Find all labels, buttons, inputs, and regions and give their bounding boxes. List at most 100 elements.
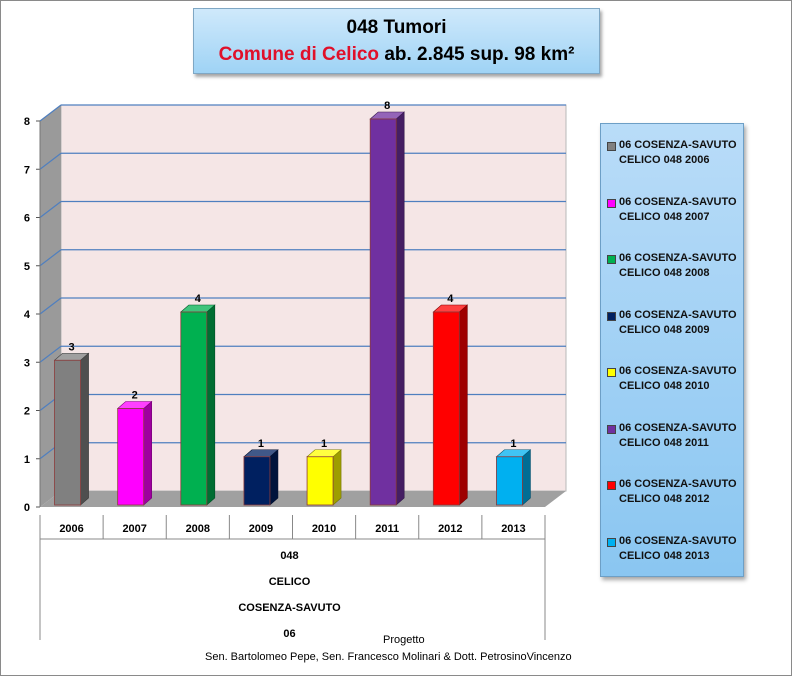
legend-item: 06 COSENZA-SAVUTO CELICO 048 2008 xyxy=(607,251,739,281)
comune-stats: ab. 2.845 sup. 98 km² xyxy=(379,44,575,65)
legend-swatch xyxy=(607,424,616,434)
group-label: 048 xyxy=(280,550,298,562)
x-tick-label: 2010 xyxy=(312,523,336,535)
bars: 3 2 4 1 1 8 4 1 xyxy=(53,100,532,506)
legend-label-line2: CELICO 048 2009 xyxy=(619,323,710,336)
legend-swatch xyxy=(607,481,616,490)
bar-data-label: 1 xyxy=(321,438,327,450)
x-tick-label: 2013 xyxy=(501,523,525,535)
legend-label-line1: 06 COSENZA-SAVUTO xyxy=(619,139,737,151)
gridlines xyxy=(39,104,566,460)
legend-label-line1: 06 COSENZA-SAVUTO xyxy=(619,365,737,377)
y-axis: 0 1 2 3 4 5 6 7 8 xyxy=(24,116,41,514)
bar-side xyxy=(459,304,468,506)
bar xyxy=(180,311,208,506)
legend-label: 06 COSENZA-SAVUTO CELICO 048 2011 xyxy=(619,421,739,451)
x-tick-label: 2009 xyxy=(249,523,273,535)
y-tick-label: 4 xyxy=(24,309,31,321)
bar-data-label: 3 xyxy=(69,341,75,353)
legend-label-line1: 06 COSENZA-SAVUTO xyxy=(619,534,737,547)
y-tick-label: 6 xyxy=(24,213,30,225)
legend-item: 06 COSENZA-SAVUTO CELICO 048 2006 xyxy=(607,138,739,168)
x-tick-label: 2011 xyxy=(375,523,399,535)
legend-label-line2: CELICO 048 2008 xyxy=(619,267,710,279)
bar-side xyxy=(522,449,531,506)
group-label: 06 xyxy=(283,628,295,640)
legend-label: 06 COSENZA-SAVUTO CELICO 048 2007 xyxy=(619,195,739,225)
y-tick-label: 7 xyxy=(24,164,30,176)
legend-label-line2: CELICO 048 2010 xyxy=(619,380,710,392)
legend-label: 06 COSENZA-SAVUTO CELICO 048 2010 xyxy=(619,364,739,394)
legend-label: 06 COSENZA-SAVUTO CELICO 048 2013 xyxy=(619,534,739,564)
bar xyxy=(306,456,334,506)
legend-label-line2: CELICO 048 2011 xyxy=(619,436,709,449)
legend-label-line2: CELICO 048 2007 xyxy=(619,210,710,223)
group-label: COSENZA-SAVUTO xyxy=(238,602,341,614)
legend-item: 06 COSENZA-SAVUTO CELICO 048 2010 xyxy=(607,364,739,394)
bar-data-label: 2 xyxy=(132,390,138,402)
legend-item: 06 COSENZA-SAVUTO CELICO 048 2012 xyxy=(607,477,739,507)
bar-side xyxy=(269,449,279,506)
bar-data-label: 8 xyxy=(384,100,390,112)
legend-item: 06 COSENZA-SAVUTO CELICO 048 2013 xyxy=(607,534,739,564)
legend: 06 COSENZA-SAVUTO CELICO 048 2006 06 COSEN… xyxy=(600,123,744,577)
group-label: CELICO xyxy=(269,576,311,588)
chart-subtitle: Comune di Celico ab. 2.845 sup. 98 km² xyxy=(194,44,599,66)
bar xyxy=(243,456,271,506)
chart-title-box: 048 Tumori Comune di Celico ab. 2.845 su… xyxy=(193,8,600,74)
legend-item: 06 COSENZA-SAVUTO CELICO 048 2009 xyxy=(607,308,739,338)
y-tick-label: 1 xyxy=(24,454,30,466)
legend-swatch xyxy=(607,198,616,208)
bar-side xyxy=(206,304,216,506)
bar-data-label: 1 xyxy=(510,438,516,450)
gridline-side xyxy=(39,345,62,363)
gridline-side xyxy=(39,152,62,170)
legend-label-line1: 06 COSENZA-SAVUTO xyxy=(619,252,737,264)
category-table: 2006 2007 2008 2009 2010 2011 2012 2013 048 CELIC… xyxy=(39,515,546,640)
gridline-side xyxy=(39,201,62,218)
gridline-side xyxy=(39,104,62,122)
legend-label-line2: CELICO 048 2012 xyxy=(619,493,710,505)
y-tick-label: 0 xyxy=(24,502,30,514)
bar-side xyxy=(332,449,342,506)
x-tick-label: 2007 xyxy=(122,523,146,535)
bar-side xyxy=(80,352,89,506)
x-tick-label: 2006 xyxy=(59,523,83,535)
y-tick-label: 2 xyxy=(24,406,30,418)
legend-label-line1: 06 COSENZA-SAVUTO xyxy=(619,195,737,208)
bar-side xyxy=(395,111,405,506)
bar-side xyxy=(143,400,152,506)
y-tick-label: 3 xyxy=(24,357,30,369)
gridline-side xyxy=(39,297,62,315)
x-tick-label: 2012 xyxy=(438,523,462,535)
legend-label: 06 COSENZA-SAVUTO CELICO 048 2008 xyxy=(619,251,739,281)
legend-label-line2: CELICO 048 2013 xyxy=(619,549,710,562)
legend-label-line1: 06 COSENZA-SAVUTO xyxy=(619,478,737,490)
x-tick-label: 2008 xyxy=(186,523,210,535)
legend-swatch xyxy=(607,255,616,264)
bar-data-label: 1 xyxy=(258,438,264,450)
bar xyxy=(496,456,523,506)
bar xyxy=(54,359,81,506)
gridline-side xyxy=(39,249,62,267)
legend-label-line1: 06 COSENZA-SAVUTO xyxy=(619,308,737,321)
legend-item: 06 COSENZA-SAVUTO CELICO 048 2007 xyxy=(607,195,739,225)
bar xyxy=(117,408,145,506)
y-tick-label: 8 xyxy=(24,116,30,128)
legend-swatch xyxy=(607,142,616,151)
legend-swatch xyxy=(607,311,616,321)
bar-data-label: 4 xyxy=(447,293,454,305)
bar xyxy=(432,311,460,506)
footer-authors: Sen. Bartolomeo Pepe, Sen. Francesco Mol… xyxy=(205,651,572,663)
y-tick-label: 5 xyxy=(24,261,30,273)
comune-name: Comune di Celico xyxy=(218,44,380,65)
footer-project: Progetto xyxy=(383,634,425,646)
legend-label-line2: CELICO 048 2006 xyxy=(619,154,710,166)
chart-title: 048 Tumori xyxy=(346,17,447,38)
legend-item: 06 COSENZA-SAVUTO CELICO 048 2011 xyxy=(607,421,739,451)
bar-data-label: 4 xyxy=(195,293,202,305)
legend-swatch xyxy=(607,537,616,547)
bar xyxy=(369,118,397,506)
legend-swatch xyxy=(607,368,616,377)
